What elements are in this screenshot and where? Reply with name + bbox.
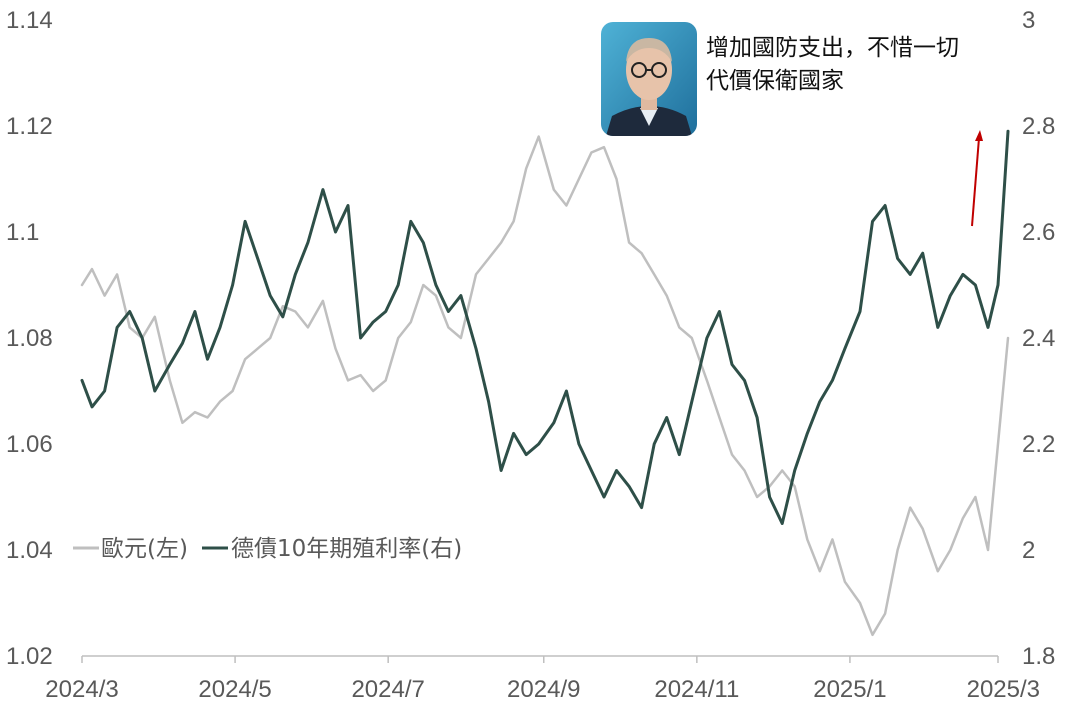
x-axis: 2024/3 2024/5 2024/7 2024/9 2024/11 2025/1 202… [45,655,1040,703]
y-right-tick-labels: 1.8 2 2.2 2.4 2.6 2.8 3 [1022,7,1055,670]
x-tick-label: 2024/7 [351,676,424,703]
x-tick-label: 2025/3 [967,676,1040,703]
annotation-arrow [971,130,983,227]
x-tick-label: 2025/1 [813,676,886,703]
portrait-photo [601,22,697,136]
y-left-tick-label: 1.02 [6,643,53,670]
y-left-tick-label: 1.1 [6,219,39,246]
series-line-euro [80,135,1010,637]
annotation: 增加國防支出，不惜一切 代價保衛國家 [601,22,983,227]
y-right-tick-label: 2.6 [1022,219,1055,246]
y-left-tick-label: 1.12 [6,113,53,140]
annotation-line-2: 代價保衛國家 [706,68,844,94]
y-left-tick-label: 1.04 [6,537,53,564]
y-right-tick-label: 2 [1022,537,1035,564]
y-left-tick-label: 1.06 [6,431,53,458]
legend: 歐元(左) 德債10年期殖利率(右) [73,536,462,562]
legend-label-euro: 歐元(左) [101,536,188,562]
legend-label-bund: 德債10年期殖利率(右) [231,536,462,562]
x-tick-label: 2024/11 [654,676,739,703]
y-left-tick-labels: 1.02 1.04 1.06 1.08 1.1 1.12 1.14 [6,7,53,670]
y-right-tick-label: 3 [1022,7,1035,34]
x-tick-label: 2024/9 [507,676,580,703]
series-line-bund-yield [80,129,1010,525]
x-tick-label: 2024/5 [198,676,271,703]
y-left-tick-label: 1.08 [6,325,53,352]
y-right-tick-label: 2.4 [1022,325,1055,352]
y-left-tick-label: 1.14 [6,7,53,34]
y-right-tick-label: 2.8 [1022,113,1055,140]
y-right-tick-label: 2.2 [1022,431,1055,458]
annotation-line-1: 增加國防支出，不惜一切 [706,35,959,61]
y-right-tick-label: 1.8 [1022,643,1055,670]
x-tick-label: 2024/3 [45,676,118,703]
